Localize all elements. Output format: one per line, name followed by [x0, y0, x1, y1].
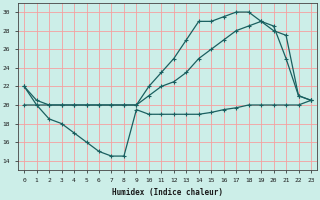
X-axis label: Humidex (Indice chaleur): Humidex (Indice chaleur): [112, 188, 223, 197]
